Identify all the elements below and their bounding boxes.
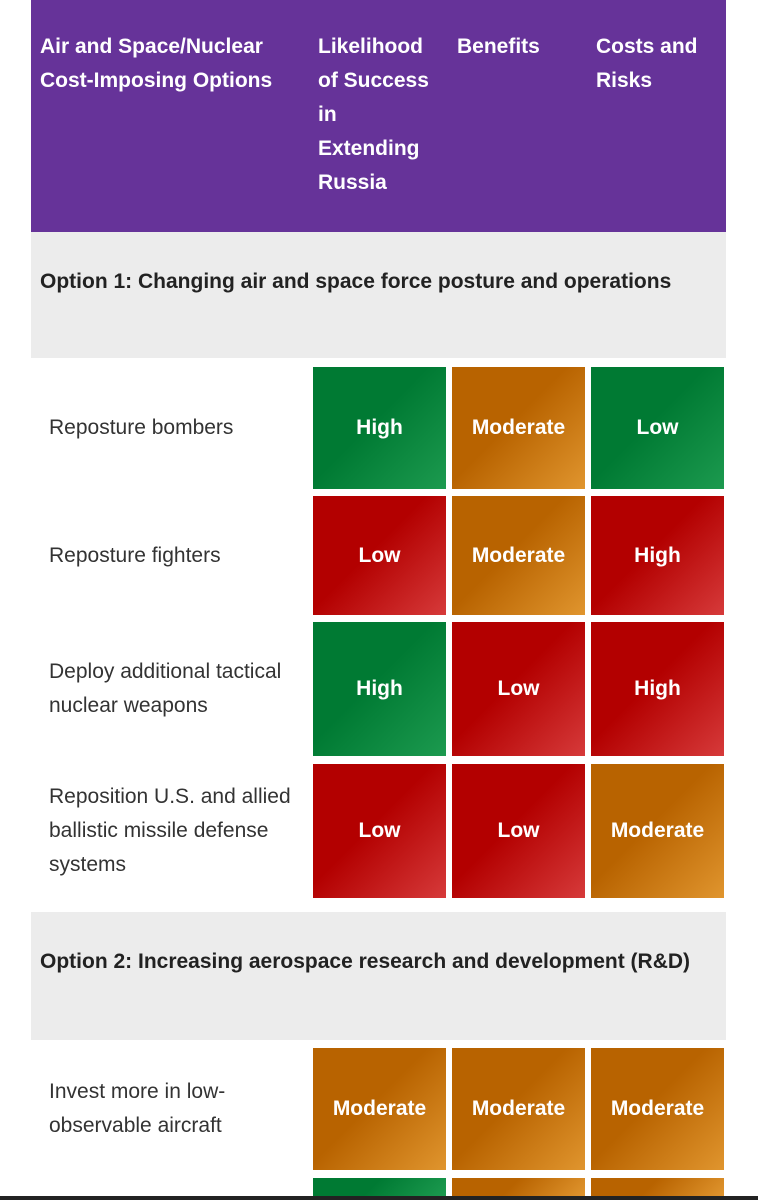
row-label: Reposture fighters [49,543,221,567]
costs-cell: High [591,496,724,615]
costs-cell: Low [591,367,724,489]
benefits-cell: Moderate [452,496,585,615]
likelihood-cell: Low [313,496,446,615]
header-benefits: Benefits [457,35,540,58]
header-costs-risks: Costs and Risks [596,35,698,92]
likelihood-cell: High [313,367,446,489]
costs-cell: Moderate [591,1048,724,1170]
bottom-border [0,1196,758,1200]
row-label: Deploy additional tactical nuclear weapo… [49,660,282,717]
likelihood-cell: High [313,622,446,756]
costs-cell: High [591,622,724,756]
benefits-cell: Low [452,622,585,756]
likelihood-cell: Low [313,764,446,898]
costs-cell: Moderate [591,764,724,898]
row-label: Reposition U.S. and allied ballistic mis… [49,785,291,876]
benefits-cell: Moderate [452,367,585,489]
table-header: Air and Space/Nuclear Cost-Imposing Opti… [31,0,726,232]
header-likelihood: Likelihood of Success in Extending Russi… [318,35,429,194]
section-option-2: Option 2: Increasing aerospace research … [31,912,726,1040]
row-label: Invest more in low-observable aircraft [49,1080,226,1137]
benefits-cell: Low [452,764,585,898]
section-option-1: Option 1: Changing air and space force p… [31,232,726,358]
row-label: Reposture bombers [49,416,234,439]
header-options: Air and Space/Nuclear Cost-Imposing Opti… [40,35,273,92]
likelihood-cell-partial [313,1178,446,1196]
benefits-cell-partial [452,1178,585,1196]
benefits-cell: Moderate [452,1048,585,1170]
costs-cell-partial [591,1178,724,1196]
likelihood-cell: Moderate [313,1048,446,1170]
